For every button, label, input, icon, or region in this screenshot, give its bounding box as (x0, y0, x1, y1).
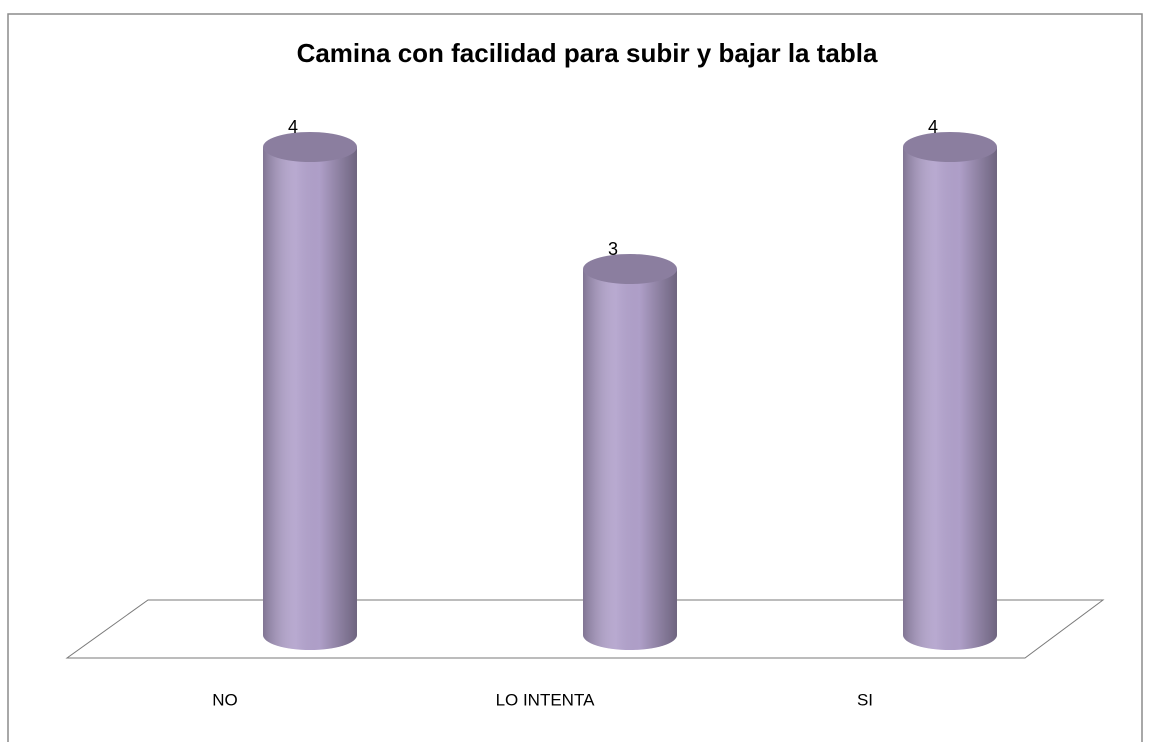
bar-top (583, 254, 677, 284)
x-tick-label: LO INTENTA (496, 690, 596, 709)
bar-shade (903, 147, 997, 650)
data-label: 3 (608, 239, 618, 259)
bar-top-shade (263, 132, 357, 162)
bar-top (903, 132, 997, 162)
bar-top (263, 132, 357, 162)
data-label: 4 (288, 117, 298, 137)
x-tick-label: SI (857, 690, 873, 709)
bar-shade (263, 147, 357, 650)
bar-top-shade (583, 254, 677, 284)
chart-frame (7, 13, 1143, 742)
x-tick-label: NO (212, 690, 238, 709)
chart-title: Camina con facilidad para subir y bajar … (297, 38, 878, 68)
bar-shade (583, 269, 677, 650)
bar-top-shade (903, 132, 997, 162)
data-label: 4 (928, 117, 938, 137)
